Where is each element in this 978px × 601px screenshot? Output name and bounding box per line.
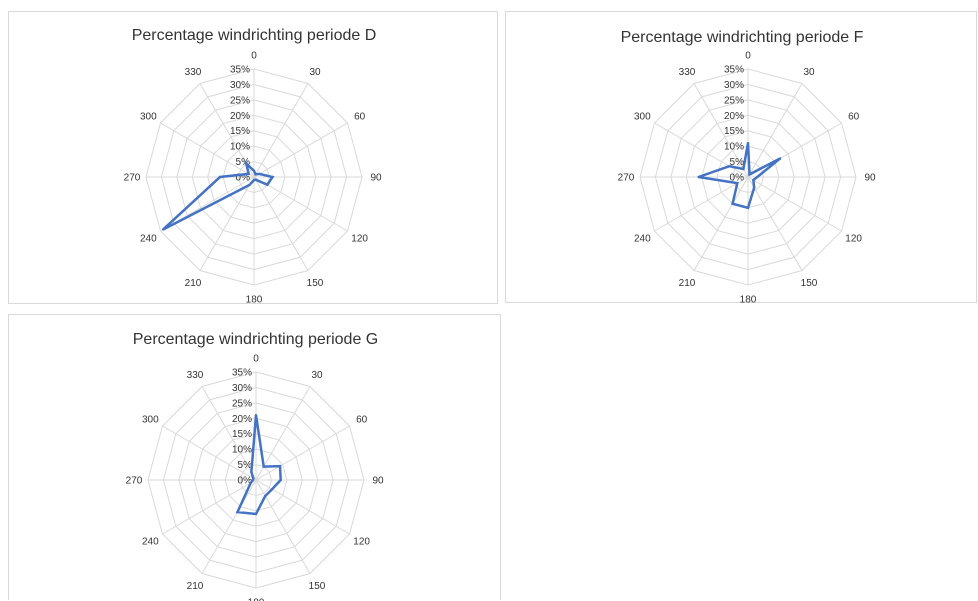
radial-tick-label: 15% bbox=[230, 126, 250, 137]
category-label: 90 bbox=[370, 173, 382, 184]
data-point bbox=[253, 179, 255, 181]
radial-tick-label: 25% bbox=[232, 398, 252, 409]
chart-svg-g: Percentage windrichting periode G0%5%10%… bbox=[9, 315, 502, 601]
category-label: 270 bbox=[126, 476, 143, 487]
radial-tick-label: 20% bbox=[232, 414, 252, 425]
data-point bbox=[254, 173, 256, 175]
data-point bbox=[258, 173, 260, 175]
category-label: 180 bbox=[740, 295, 757, 305]
data-point bbox=[747, 207, 749, 209]
chart-svg-d: Percentage windrichting periode D0%5%10%… bbox=[9, 12, 499, 305]
category-label: 210 bbox=[679, 278, 696, 289]
data-point bbox=[271, 176, 273, 178]
category-label: 270 bbox=[124, 173, 141, 184]
category-label: 0 bbox=[251, 51, 257, 62]
category-label: 180 bbox=[248, 598, 265, 601]
category-label: 300 bbox=[634, 112, 651, 123]
radial-tick-label: 10% bbox=[230, 142, 250, 153]
category-label: 60 bbox=[848, 112, 860, 123]
category-label: 330 bbox=[187, 370, 204, 381]
category-label: 210 bbox=[187, 581, 204, 592]
radial-tick-label: 20% bbox=[724, 111, 744, 122]
data-point bbox=[736, 182, 738, 184]
radial-tick-label: 25% bbox=[230, 95, 250, 106]
radial-tick-label: 30% bbox=[232, 383, 252, 394]
chart-title: Percentage windrichting periode D bbox=[132, 27, 377, 44]
category-label: 330 bbox=[185, 67, 202, 78]
data-point bbox=[747, 142, 749, 144]
data-point bbox=[247, 173, 249, 175]
category-label: 150 bbox=[801, 278, 818, 289]
radial-tick-label: 20% bbox=[230, 111, 250, 122]
radial-tick-label: 25% bbox=[724, 95, 744, 106]
data-point bbox=[728, 165, 730, 167]
data-point bbox=[266, 184, 268, 186]
category-label: 30 bbox=[309, 67, 321, 78]
category-label: 300 bbox=[142, 415, 159, 426]
category-label: 120 bbox=[351, 234, 368, 245]
category-label: 240 bbox=[142, 537, 159, 548]
category-label: 330 bbox=[679, 67, 696, 78]
radial-tick-label: 10% bbox=[724, 142, 744, 153]
data-point bbox=[752, 179, 754, 181]
category-label: 240 bbox=[634, 234, 651, 245]
data-point bbox=[249, 482, 251, 484]
category-label: 90 bbox=[372, 476, 384, 487]
radial-tick-label: 15% bbox=[232, 429, 252, 440]
data-point bbox=[250, 471, 252, 473]
data-point bbox=[255, 513, 257, 515]
radial-tick-label: 10% bbox=[232, 445, 252, 456]
data-point bbox=[697, 176, 699, 178]
data-point bbox=[245, 162, 247, 164]
data-point bbox=[271, 488, 273, 490]
category-label: 150 bbox=[309, 581, 326, 592]
category-label: 60 bbox=[354, 112, 366, 123]
category-label: 240 bbox=[140, 234, 157, 245]
data-point bbox=[264, 495, 266, 497]
category-label: 300 bbox=[140, 112, 157, 123]
category-label: 180 bbox=[246, 295, 263, 306]
data-point bbox=[748, 173, 750, 175]
category-label: 30 bbox=[803, 67, 815, 78]
data-point bbox=[756, 176, 758, 178]
category-label: 0 bbox=[253, 354, 259, 365]
radial-tick-label: 30% bbox=[724, 80, 744, 91]
data-point bbox=[236, 511, 238, 513]
category-label: 30 bbox=[311, 370, 323, 381]
category-label: 120 bbox=[845, 234, 862, 245]
radial-tick-label: 35% bbox=[724, 65, 744, 76]
category-label: 210 bbox=[185, 278, 202, 289]
data-point bbox=[279, 465, 281, 467]
chart-svg-f: Percentage windrichting periode F0%5%10%… bbox=[506, 12, 978, 304]
radial-tick-label: 30% bbox=[230, 80, 250, 91]
data-point bbox=[253, 170, 255, 172]
radial-tick-label: 5% bbox=[238, 460, 253, 471]
chart-title: Percentage windrichting periode F bbox=[621, 29, 864, 46]
data-point bbox=[731, 203, 733, 205]
chart-title: Percentage windrichting periode G bbox=[133, 331, 378, 348]
data-point bbox=[263, 465, 265, 467]
category-label: 150 bbox=[307, 278, 324, 289]
category-label: 60 bbox=[356, 415, 368, 426]
category-label: 120 bbox=[353, 537, 370, 548]
category-label: 0 bbox=[745, 51, 751, 62]
data-point bbox=[255, 414, 257, 416]
category-label: 270 bbox=[618, 173, 635, 184]
radial-tick-label: 35% bbox=[230, 65, 250, 76]
data-point bbox=[162, 228, 164, 230]
category-label: 90 bbox=[864, 173, 876, 184]
data-point bbox=[779, 157, 781, 159]
data-point bbox=[742, 168, 744, 170]
data-point bbox=[219, 176, 221, 178]
data-point bbox=[252, 477, 254, 479]
radial-tick-label: 35% bbox=[232, 368, 252, 379]
radial-tick-label: 15% bbox=[724, 126, 744, 137]
data-point bbox=[753, 186, 755, 188]
data-point bbox=[248, 184, 250, 186]
data-point bbox=[279, 479, 281, 481]
